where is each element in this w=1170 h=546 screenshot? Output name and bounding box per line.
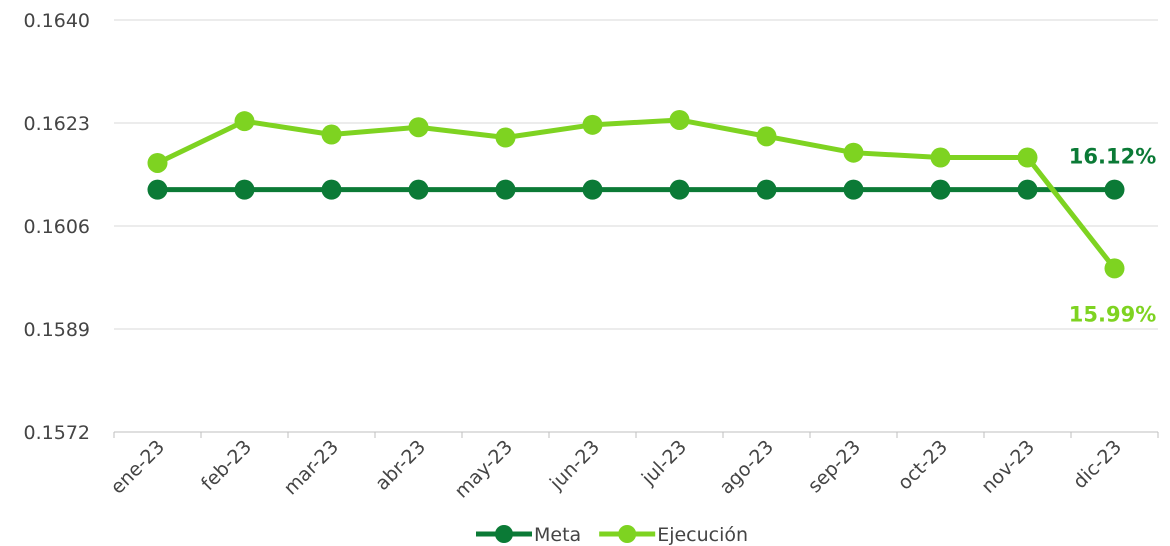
data-point (408, 117, 429, 138)
data-point (669, 109, 690, 130)
x-tick-label: dic-23 (1069, 436, 1126, 493)
gridlines (114, 19, 1158, 330)
data-point (1104, 179, 1125, 200)
y-axis-ticks: 0.1640 0.1623 0.1606 0.1589 0.1572 (24, 10, 90, 444)
legend-label: Ejecución (657, 524, 748, 546)
x-tick-label: ene-23 (106, 436, 169, 499)
data-point (321, 179, 342, 200)
data-point (321, 124, 342, 145)
legend-swatch-marker (495, 525, 513, 543)
data-label-annotation: 16.12% (1069, 145, 1156, 169)
series-line-ejecucion (156, 117, 1117, 270)
data-point (147, 179, 168, 200)
x-tick-label: jul-23 (637, 436, 691, 490)
annotations: 16.12% 15.99% (1069, 145, 1156, 327)
data-point (843, 179, 864, 200)
y-tick-label: 0.1640 (24, 10, 90, 32)
x-tick-label: jun-23 (545, 436, 604, 495)
legend: Meta Ejecución (476, 524, 748, 546)
data-point (147, 152, 168, 173)
data-point (669, 179, 690, 200)
series-lines (147, 109, 1125, 279)
data-point (408, 179, 429, 200)
data-point (234, 179, 255, 200)
x-tick-label: nov-23 (977, 436, 1039, 498)
x-tick-label: ago-23 (715, 436, 778, 499)
data-point (1017, 179, 1038, 200)
data-point (495, 179, 516, 200)
x-tick-label: abr-23 (371, 436, 430, 495)
data-point (930, 147, 951, 168)
y-tick-label: 0.1623 (24, 113, 90, 135)
data-point (1017, 147, 1038, 168)
x-tick-label: mar-23 (280, 436, 343, 499)
x-tick-label: sep-23 (804, 436, 865, 497)
y-tick-label: 0.1606 (24, 216, 90, 238)
legend-label: Meta (534, 524, 581, 546)
data-label-annotation: 15.99% (1069, 302, 1156, 326)
data-point (234, 111, 255, 132)
data-point (582, 179, 603, 200)
data-point (582, 114, 603, 135)
x-axis: ene-23 feb-23 mar-23 abr-23 may-23 jun-23 jul-… (106, 431, 1159, 503)
data-point (495, 127, 516, 148)
y-tick-label: 0.1589 (24, 319, 90, 341)
legend-swatch-marker (618, 525, 637, 543)
data-point (1104, 258, 1125, 279)
x-tick-label: oct-23 (894, 436, 952, 494)
data-point (756, 179, 777, 200)
x-tick-label: feb-23 (197, 436, 256, 495)
x-tick-label: may-23 (450, 436, 517, 503)
data-point (843, 142, 864, 163)
data-point (756, 126, 777, 147)
y-tick-label: 0.1572 (24, 422, 90, 444)
data-point (930, 179, 951, 200)
